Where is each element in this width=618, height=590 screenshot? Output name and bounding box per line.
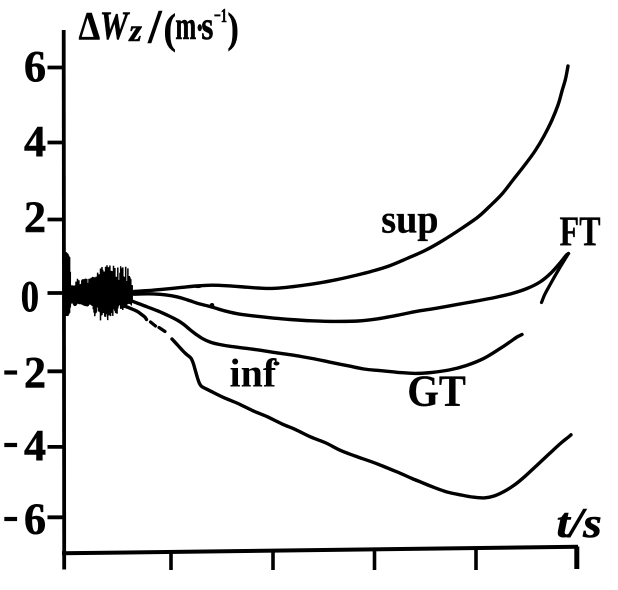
- svg-text:s: s: [201, 3, 213, 48]
- svg-text:): ): [228, 6, 239, 52]
- svg-text:inf: inf: [230, 351, 277, 396]
- svg-text:6: 6: [24, 495, 46, 544]
- svg-text:(: (: [164, 6, 176, 53]
- svg-text:Δ: Δ: [79, 5, 100, 49]
- svg-text:0: 0: [21, 272, 39, 321]
- svg-text:t/s: t/s: [557, 500, 602, 547]
- svg-text:W: W: [100, 3, 131, 47]
- svg-text:z: z: [128, 12, 142, 48]
- svg-text:4: 4: [24, 421, 46, 470]
- svg-text:6: 6: [24, 42, 46, 91]
- svg-text:2: 2: [24, 193, 46, 242]
- svg-text:GT: GT: [407, 367, 465, 416]
- svg-text:/: /: [147, 1, 162, 54]
- svg-text:2: 2: [24, 348, 46, 397]
- svg-text:4: 4: [24, 117, 46, 166]
- svg-text:m: m: [175, 4, 196, 48]
- svg-text:sup: sup: [381, 198, 438, 242]
- svg-text:−1: −1: [214, 4, 227, 27]
- svg-text:FT: FT: [560, 210, 601, 256]
